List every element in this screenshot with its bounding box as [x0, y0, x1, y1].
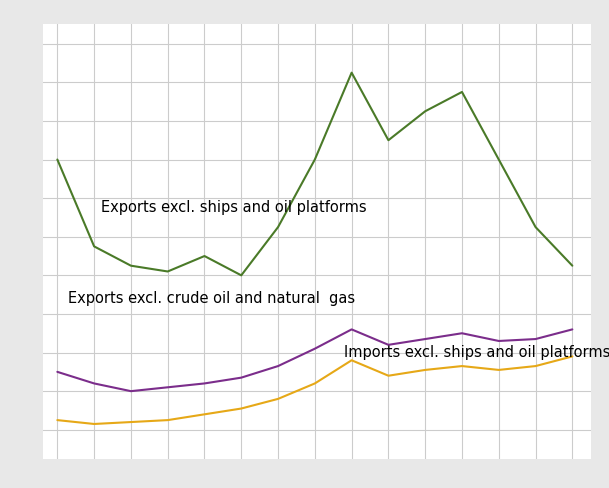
Text: Exports excl. ships and oil platforms: Exports excl. ships and oil platforms [102, 200, 367, 215]
Text: Imports excl. ships and oil platforms: Imports excl. ships and oil platforms [344, 345, 609, 360]
Text: Exports excl. crude oil and natural  gas: Exports excl. crude oil and natural gas [68, 291, 356, 306]
